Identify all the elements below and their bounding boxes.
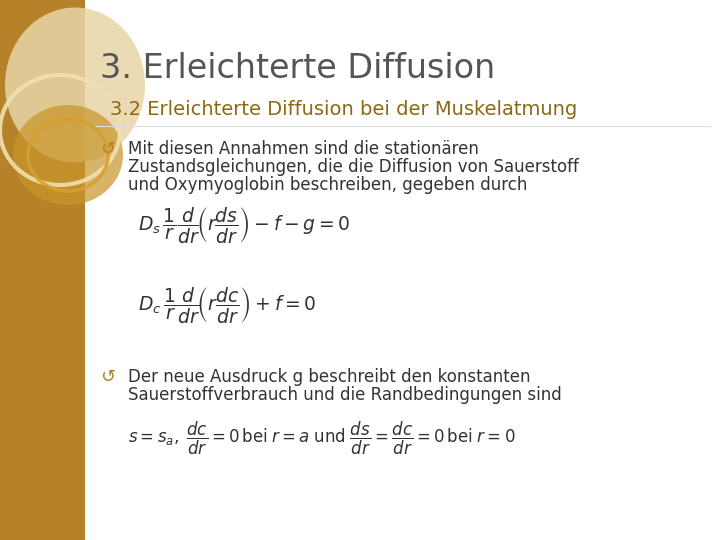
Text: $D_s\,\dfrac{1}{r}\dfrac{d}{dr}\!\left(r\dfrac{ds}{dr}\right) - f - g = 0$: $D_s\,\dfrac{1}{r}\dfrac{d}{dr}\!\left(r…: [138, 205, 350, 245]
Text: Zustandsgleichungen, die die Diffusion von Sauerstoff: Zustandsgleichungen, die die Diffusion v…: [128, 158, 579, 176]
Text: ↺: ↺: [100, 368, 115, 386]
Ellipse shape: [5, 8, 145, 163]
Text: und Oxymyoglobin beschreiben, gegeben durch: und Oxymyoglobin beschreiben, gegeben du…: [128, 176, 527, 194]
Text: Der neue Ausdruck g beschreibt den konstanten: Der neue Ausdruck g beschreibt den konst…: [128, 368, 531, 386]
Bar: [0, 0, 85, 540]
Ellipse shape: [13, 105, 123, 205]
Text: $D_c\,\dfrac{1}{r}\dfrac{d}{dr}\!\left(r\dfrac{dc}{dr}\right) + f = 0$: $D_c\,\dfrac{1}{r}\dfrac{d}{dr}\!\left(r…: [138, 285, 316, 325]
Text: Mit diesen Annahmen sind die stationären: Mit diesen Annahmen sind die stationären: [128, 140, 479, 158]
Text: ↺: ↺: [100, 140, 115, 158]
Text: 3.2 Erleichterte Diffusion bei der Muskelatmung: 3.2 Erleichterte Diffusion bei der Muske…: [110, 100, 577, 119]
Text: $s = s_a,\;\dfrac{dc}{dr} = 0\,\mathrm{bei}\;r = a\;\mathrm{und}\;\dfrac{ds}{dr}: $s = s_a,\;\dfrac{dc}{dr} = 0\,\mathrm{b…: [128, 420, 516, 457]
Text: 3. Erleichterte Diffusion: 3. Erleichterte Diffusion: [100, 52, 495, 85]
Text: Sauerstoffverbrauch und die Randbedingungen sind: Sauerstoffverbrauch und die Randbedingun…: [128, 386, 562, 404]
